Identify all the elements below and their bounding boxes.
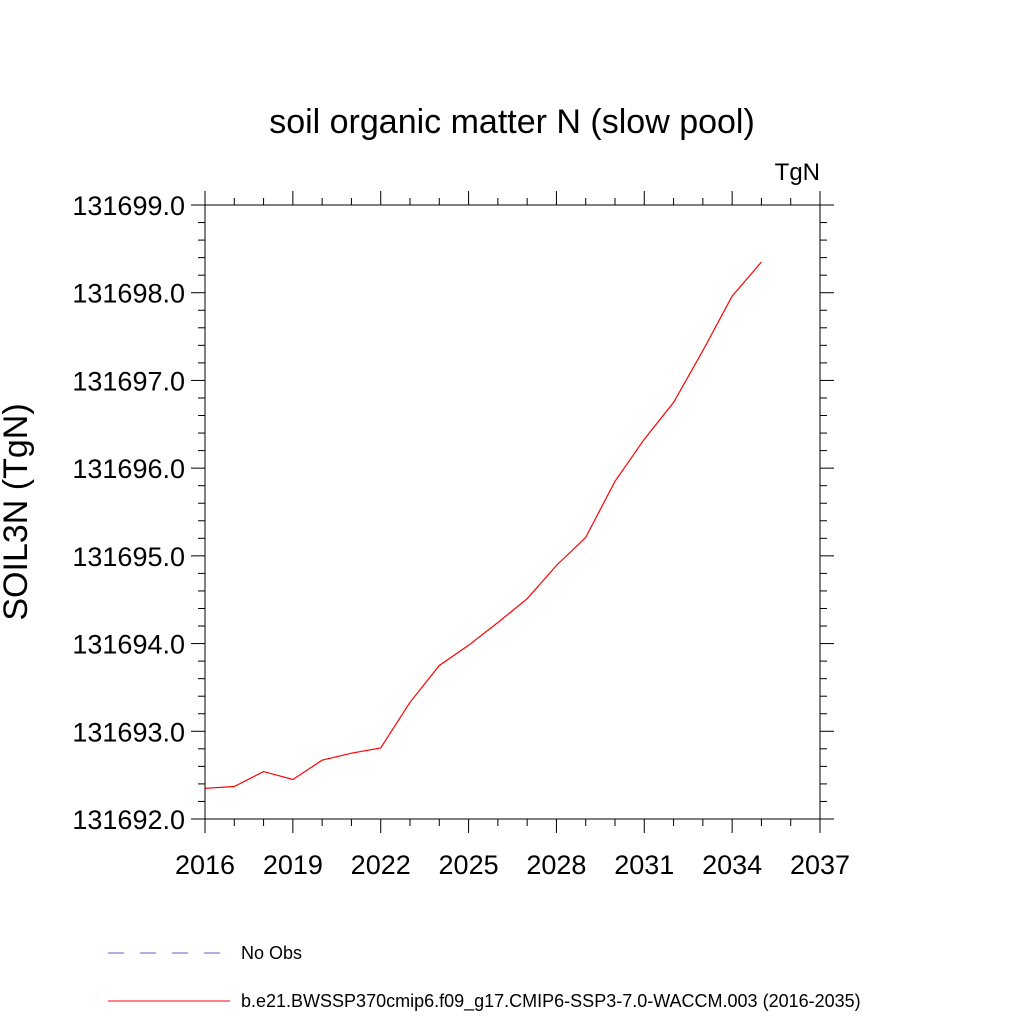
x-tick-label: 2031 [614,850,674,880]
x-tick-label: 2022 [351,850,411,880]
y-tick-label: 131697.0 [72,366,185,396]
axis-ticks [191,191,834,833]
chart-title: soil organic matter N (slow pool) [269,103,755,141]
x-tick-label: 2034 [702,850,762,880]
y-tick-label: 131692.0 [72,805,185,835]
y-tick-label: 131699.0 [72,191,185,221]
legend-label-no-obs: No Obs [241,943,302,963]
x-tick-label: 2037 [790,850,850,880]
x-tick-label: 2028 [526,850,586,880]
plot-frame [204,204,821,820]
series-lines [204,261,762,789]
series-line-1 [204,261,762,789]
x-tick-label: 2016 [175,850,235,880]
x-tick-labels: 2016 2019 2022 2025 2028 2031 2034 2037 [175,850,850,880]
legend-label-model-run: b.e21.BWSSP370cmip6.f09_g17.CMIP6-SSP3-7… [241,991,861,1012]
x-tick-label: 2025 [439,850,499,880]
y-tick-label: 131695.0 [72,542,185,572]
y-tick-label: 131693.0 [72,717,185,747]
y-tick-label: 131696.0 [72,454,185,484]
y-tick-label: 131698.0 [72,279,185,309]
y-tick-label: 131694.0 [72,630,185,660]
legend: No Obs b.e21.BWSSP370cmip6.f09_g17.CMIP6… [108,943,861,1012]
units-label: TgN [775,159,820,186]
y-axis-label: SOIL3N (TgN) [0,403,35,620]
y-tick-labels: 131692.0 131693.0 131694.0 131695.0 131696.0… [72,191,185,835]
x-tick-label: 2019 [263,850,323,880]
